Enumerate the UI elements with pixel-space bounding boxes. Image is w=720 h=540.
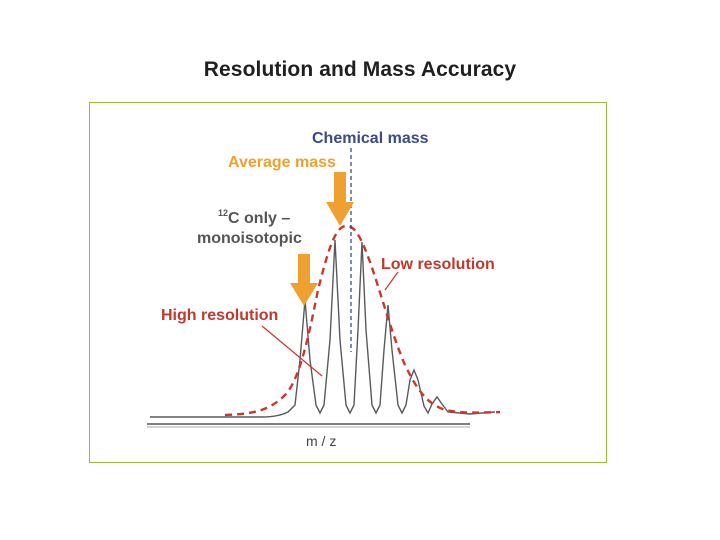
monoisotopic-label-line2: monoisotopic xyxy=(197,230,302,247)
slide-title: Resolution and Mass Accuracy xyxy=(203,58,517,81)
chemical-mass-label: Chemical mass xyxy=(312,130,429,147)
x-axis-label: m / z xyxy=(306,433,336,449)
figure-frame xyxy=(89,102,607,463)
monoisotopic-line1-text: C only – xyxy=(228,210,290,227)
low-resolution-leader xyxy=(384,271,399,291)
high-resolution-leader xyxy=(261,325,323,377)
monoisotopic-label-line1: 12C only – xyxy=(218,208,290,227)
high-resolution-label: High resolution xyxy=(161,307,278,324)
low-resolution-label: Low resolution xyxy=(381,256,495,273)
high-resolution-trace xyxy=(150,239,496,418)
average-mass-arrow xyxy=(326,172,354,226)
average-mass-label: Average mass xyxy=(228,154,336,171)
monoisotopic-arrow xyxy=(290,254,318,306)
carbon-isotope-superscript: 12 xyxy=(218,208,228,218)
